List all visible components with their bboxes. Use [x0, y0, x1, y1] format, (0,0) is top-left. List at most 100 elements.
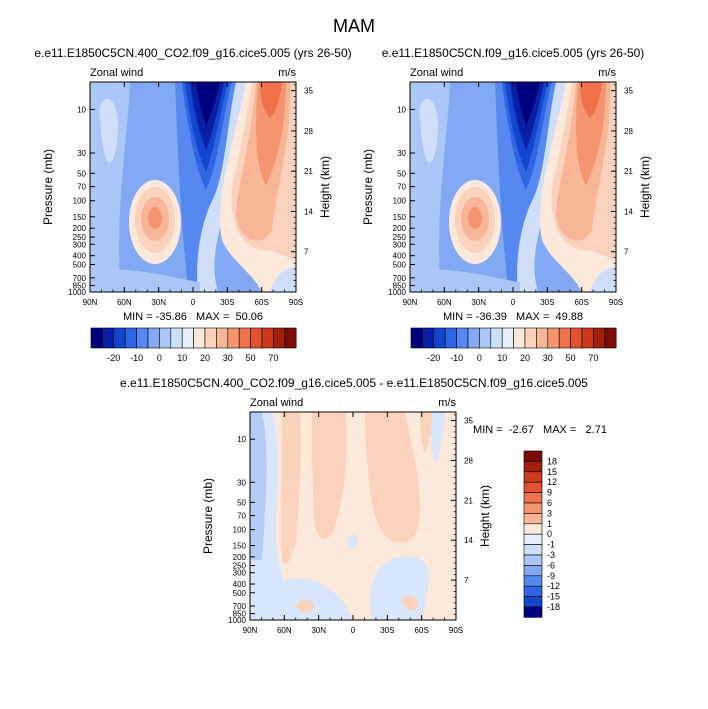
- colorbar-label: 30: [223, 353, 233, 363]
- y2-tick-label: 7: [304, 248, 309, 257]
- colorbar-label: 20: [200, 353, 210, 363]
- y-tick-label: 100: [73, 197, 87, 206]
- y2-tick-label: 35: [304, 87, 313, 96]
- panel-1-contour-field: [90, 82, 296, 292]
- panel-2-stats: MIN = -36.39 MAX = 49.88: [443, 311, 583, 323]
- x-tick-label: 30S: [540, 298, 554, 307]
- colorbar-swatch: [410, 327, 423, 349]
- colorbar-swatch: [124, 327, 137, 349]
- x-tick-label: 30N: [311, 626, 326, 635]
- x-tick-label: 60S: [575, 298, 589, 307]
- colorbar-swatch: [90, 327, 103, 349]
- colorbar-label: 50: [246, 353, 256, 363]
- colorbar-label: -15: [547, 592, 560, 602]
- y-tick-label: 500: [393, 261, 407, 270]
- x-tick-label: 0: [351, 626, 356, 635]
- y-tick-label: 30: [397, 149, 406, 158]
- colorbar-swatch: [433, 327, 446, 349]
- x-tick-label: 30N: [151, 298, 166, 307]
- y-tick-label: 700: [73, 274, 87, 283]
- y2-tick-label: 35: [624, 87, 633, 96]
- panel-2-ylabel: Pressure (mb): [361, 149, 375, 225]
- colorbar-label: -12: [547, 581, 560, 591]
- colorbar-swatch: [456, 327, 469, 349]
- y-tick-label: 30: [237, 478, 246, 487]
- y2-tick-label: 14: [624, 207, 633, 216]
- colorbar-swatch: [250, 327, 263, 349]
- y-tick-label: 150: [73, 213, 87, 222]
- panel-1-units-label: m/s: [278, 67, 296, 79]
- y-tick-label: 150: [233, 542, 247, 551]
- x-tick-label: 0: [511, 298, 516, 307]
- y-tick-label: 1000: [68, 288, 86, 297]
- y2-tick-label: 14: [304, 207, 313, 216]
- panel-1-left-label: Zonal wind: [90, 67, 143, 79]
- y2-tick-label: 7: [464, 576, 469, 585]
- panel-1: e.e11.E1850C5CN.400_CO2.f09_g16.cice5.00…: [34, 46, 351, 363]
- x-tick-label: 60N: [437, 298, 452, 307]
- colorbar-label: 20: [520, 353, 530, 363]
- colorbar-swatch: [261, 327, 274, 349]
- colorbar-label: 6: [547, 498, 552, 508]
- y-tick-label: 1000: [388, 288, 406, 297]
- colorbar-swatch: [604, 327, 617, 349]
- panel-2-colorbar: -20 -10 0 10 20 30 50 70: [410, 327, 617, 363]
- panel-2-contour-field: [410, 82, 616, 292]
- panel-3-left-label: Zonal wind: [250, 397, 303, 409]
- y-tick-label: 50: [77, 169, 86, 178]
- panel-3-contour-field: [250, 412, 456, 620]
- panel-2: e.e11.E1850C5CN.f09_g16.cice5.005 (yrs 2…: [361, 46, 652, 363]
- colorbar-swatch: [558, 327, 571, 349]
- y2-tick-label: 14: [464, 536, 473, 545]
- colorbar-swatch: [523, 471, 543, 483]
- y-tick-label: 30: [77, 149, 86, 158]
- x-tick-label: 60S: [255, 298, 269, 307]
- panel-2-left-label: Zonal wind: [410, 67, 463, 79]
- colorbar-swatch: [570, 327, 583, 349]
- y-tick-label: 250: [73, 233, 87, 242]
- x-tick-label: 90S: [289, 298, 303, 307]
- colorbar-swatch: [524, 327, 537, 349]
- panel-2-y2label: Height (km): [638, 156, 652, 218]
- colorbar-swatch: [523, 554, 543, 566]
- x-tick-label: 90S: [449, 626, 463, 635]
- colorbar-label: 0: [547, 529, 552, 539]
- panel-3-y2label: Height (km): [478, 485, 492, 547]
- colorbar-swatch: [204, 327, 217, 349]
- page-title: MAM: [333, 16, 375, 36]
- x-tick-label: 30S: [380, 626, 394, 635]
- colorbar-label: -20: [427, 353, 440, 363]
- panel-2-title: e.e11.E1850C5CN.f09_g16.cice5.005 (yrs 2…: [382, 46, 645, 60]
- colorbar-swatch: [593, 327, 606, 349]
- panel-3-ylabel: Pressure (mb): [201, 478, 215, 554]
- colorbar-swatch: [523, 565, 543, 577]
- y2-tick-label: 28: [624, 127, 633, 136]
- x-tick-label: 90N: [83, 298, 98, 307]
- colorbar-label: 1: [547, 519, 552, 529]
- y-tick-label: 300: [393, 240, 407, 249]
- colorbar-label: 9: [547, 488, 552, 498]
- colorbar-label: 18: [547, 456, 557, 466]
- colorbar-label: -20: [107, 353, 120, 363]
- y-tick-label: 850: [233, 610, 247, 619]
- panel-3: e.e11.E1850C5CN.400_CO2.f09_g16.cice5.00…: [120, 376, 607, 635]
- colorbar-swatch: [273, 327, 286, 349]
- y-tick-label: 10: [237, 435, 246, 444]
- colorbar-swatch: [159, 327, 172, 349]
- colorbar-swatch: [444, 327, 457, 349]
- panel-3-stats: MIN = -2.67 MAX = 2.71: [473, 424, 607, 436]
- y-tick-label: 300: [73, 240, 87, 249]
- colorbar-label: -3: [547, 550, 555, 560]
- colorbar-swatch: [523, 523, 543, 535]
- colorbar-swatch: [581, 327, 594, 349]
- y-tick-label: 500: [233, 589, 247, 598]
- y-tick-label: 250: [233, 562, 247, 571]
- colorbar-swatch: [227, 327, 240, 349]
- y-tick-label: 70: [77, 183, 86, 192]
- colorbar-swatch: [547, 327, 560, 349]
- colorbar-label: 15: [547, 467, 557, 477]
- colorbar-swatch: [523, 461, 543, 473]
- y-tick-label: 850: [73, 282, 87, 291]
- panel-2-units-label: m/s: [598, 67, 616, 79]
- y-tick-label: 50: [237, 498, 246, 507]
